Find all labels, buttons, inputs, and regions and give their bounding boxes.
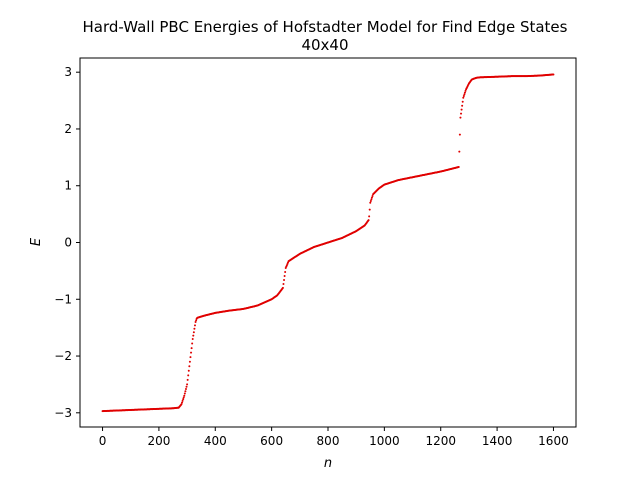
data-point (188, 360, 191, 363)
data-point (180, 403, 183, 406)
data-point (191, 342, 194, 345)
chart-title: Hard-Wall PBC Energies of Hofstadter Mod… (83, 18, 568, 36)
data-point (371, 194, 374, 197)
x-tick-label: 0 (99, 434, 107, 448)
data-point (186, 378, 189, 381)
data-point (460, 108, 463, 111)
data-point (188, 365, 191, 368)
data-point (184, 390, 187, 393)
y-tick-label: −3 (54, 406, 72, 420)
y-tick-label: 1 (64, 179, 72, 193)
data-point (461, 100, 464, 103)
y-tick-label: −1 (54, 292, 72, 306)
data-point (458, 150, 461, 153)
y-axis-label: E (29, 237, 44, 246)
data-point (283, 278, 286, 281)
data-point (181, 401, 184, 404)
chart-subtitle: 40x40 (301, 36, 348, 54)
data-point (458, 133, 461, 136)
x-axis-ticks: 0 200 400 600 800 1000 1200 1400 1600 (99, 427, 569, 448)
data-point (183, 394, 186, 397)
data-point (370, 196, 373, 199)
data-point (463, 91, 466, 94)
data-point (282, 282, 285, 285)
data-point (192, 334, 195, 337)
data-point (190, 351, 193, 354)
data-point (181, 399, 184, 402)
x-tick-label: 1000 (369, 434, 400, 448)
data-points (101, 73, 555, 413)
data-point (463, 93, 466, 96)
data-point (189, 356, 192, 359)
data-point (182, 398, 185, 401)
data-point (182, 396, 185, 399)
x-tick-label: 1200 (425, 434, 456, 448)
data-point (195, 319, 198, 322)
x-tick-label: 200 (147, 434, 170, 448)
data-point (284, 271, 287, 274)
y-tick-label: 2 (64, 122, 72, 136)
x-tick-label: 800 (317, 434, 340, 448)
data-point (187, 369, 190, 372)
data-point (457, 166, 460, 168)
data-point (367, 219, 370, 222)
data-point (193, 324, 196, 327)
plot-frame (79, 57, 577, 428)
data-point (193, 327, 196, 330)
data-point (462, 95, 465, 98)
data-point (462, 96, 465, 99)
data-point (368, 208, 371, 211)
data-point (460, 112, 463, 115)
x-tick-label: 1400 (482, 434, 513, 448)
data-point (184, 387, 187, 390)
data-point (192, 331, 195, 334)
x-tick-label: 1600 (538, 434, 569, 448)
x-tick-label: 600 (260, 434, 283, 448)
x-tick-label: 400 (204, 434, 227, 448)
data-point (370, 198, 373, 201)
data-point (183, 392, 186, 395)
data-point (187, 374, 190, 377)
data-point (186, 383, 189, 386)
data-point (283, 274, 286, 277)
data-point (552, 73, 555, 76)
data-point (369, 200, 372, 203)
data-point (185, 385, 188, 388)
data-point (190, 347, 193, 350)
data-point (459, 116, 462, 119)
data-point (464, 89, 467, 92)
x-axis-label: n (324, 456, 332, 471)
y-tick-label: −2 (54, 349, 72, 363)
data-point (461, 104, 464, 107)
data-point (369, 201, 372, 204)
y-tick-label: 0 (64, 236, 72, 250)
y-axis-ticks: −3 −2 −1 0 1 2 3 (54, 65, 80, 420)
y-tick-label: 3 (64, 65, 72, 79)
data-point (191, 338, 194, 341)
data-point (194, 320, 197, 323)
data-point (281, 286, 284, 289)
data-point (368, 215, 371, 218)
